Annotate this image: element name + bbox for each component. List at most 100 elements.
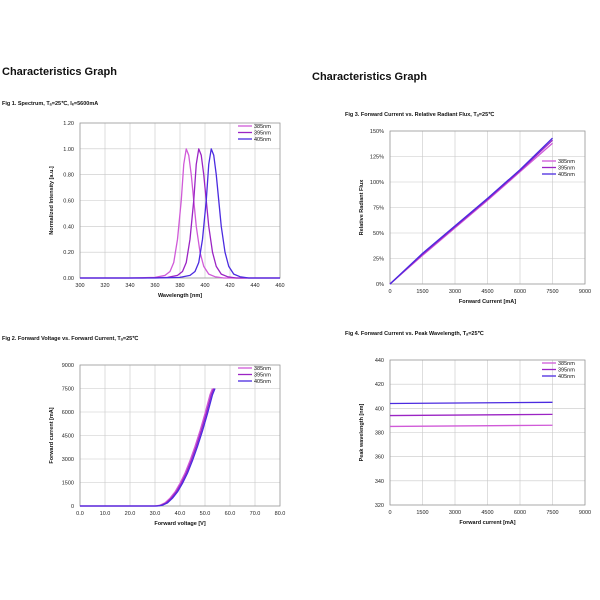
x-tick-label: 4500: [481, 510, 493, 516]
x-tick-label: 0: [388, 289, 391, 295]
y-axis-label: Normalized Intensity [a.u.]: [49, 166, 55, 235]
plot-frame: [389, 359, 586, 506]
y-tick-label: 400: [375, 406, 384, 412]
y-tick-label: 0%: [376, 282, 384, 288]
legend-label: 385nm: [558, 159, 575, 165]
y-axis-label: Peak wavelength [nm]: [359, 403, 365, 461]
legend-label: 395nm: [558, 368, 575, 374]
legend-label: 395nm: [254, 373, 271, 379]
y-tick-label: 9000: [62, 363, 74, 369]
legend-label: 385nm: [254, 366, 271, 372]
series-line-405nm: [80, 388, 216, 507]
x-tick-label: 50.0: [200, 511, 211, 517]
x-axis-label: Forward Current [mA]: [459, 299, 516, 305]
y-tick-label: 100%: [370, 180, 384, 186]
y-tick-label: 440: [375, 358, 384, 364]
x-tick-label: 9000: [579, 289, 591, 295]
legend-label: 385nm: [254, 124, 271, 130]
x-tick-label: 7500: [546, 289, 558, 295]
x-axis-label: Wavelength [nm]: [158, 293, 202, 299]
y-tick-label: 380: [375, 431, 384, 437]
y-tick-label: 3000: [62, 457, 74, 463]
y-tick-label: 25%: [373, 257, 384, 263]
x-tick-label: 9000: [579, 510, 591, 516]
x-tick-label: 1500: [416, 289, 428, 295]
y-tick-label: 1.20: [63, 121, 74, 127]
x-tick-label: 10.0: [100, 511, 111, 517]
x-tick-label: 340: [125, 283, 134, 289]
legend-label: 405nm: [254, 137, 271, 143]
x-tick-label: 80.0: [275, 511, 286, 517]
legend-label: 385nm: [558, 361, 575, 367]
x-tick-label: 400: [200, 283, 209, 289]
chart-title: Fig 1. Spectrum, Tₐ=25℃, Iₑ=5600mA: [2, 100, 98, 107]
page-heading-right: Characteristics Graph: [312, 71, 427, 83]
x-tick-label: 40.0: [175, 511, 186, 517]
x-tick-label: 320: [100, 283, 109, 289]
y-axis-label: Forward current [mA]: [49, 407, 55, 463]
y-tick-label: 150%: [370, 129, 384, 135]
legend-label: 405nm: [254, 379, 271, 385]
y-tick-label: 7500: [62, 387, 74, 393]
plot-frame: [79, 364, 281, 507]
chart-title: Fig 3. Forward Current vs. Relative Radi…: [345, 111, 495, 118]
x-tick-label: 0: [388, 510, 391, 516]
y-axis-label: Relative Radiant Flux: [359, 179, 365, 236]
series-line-405nm: [80, 148, 280, 279]
legend-label: 395nm: [558, 166, 575, 172]
y-tick-label: 75%: [373, 206, 384, 212]
legend-label: 395nm: [254, 131, 271, 137]
series-line-405nm: [389, 401, 553, 405]
chart-title: Fig 2. Forward Voltage vs. Forward Curre…: [2, 335, 139, 342]
x-tick-label: 460: [275, 283, 284, 289]
y-tick-label: 4500: [62, 434, 74, 440]
x-tick-label: 300: [75, 283, 84, 289]
y-tick-label: 340: [375, 479, 384, 485]
x-tick-label: 7500: [546, 510, 558, 516]
y-tick-label: 6000: [62, 410, 74, 416]
y-tick-label: 125%: [370, 155, 384, 161]
series-line-405nm: [389, 137, 553, 285]
y-tick-label: 50%: [373, 231, 384, 237]
x-tick-label: 4500: [481, 289, 493, 295]
series-line-395nm: [80, 148, 280, 279]
page-heading-left: Characteristics Graph: [2, 66, 117, 78]
x-tick-label: 360: [150, 283, 159, 289]
x-tick-label: 70.0: [250, 511, 261, 517]
x-axis-label: Forward voltage [V]: [154, 521, 206, 527]
chart-title: Fig 4. Forward Current vs. Peak Waveleng…: [345, 330, 485, 337]
x-tick-label: 3000: [449, 289, 461, 295]
x-tick-label: 3000: [449, 510, 461, 516]
plot-frame: [389, 130, 586, 285]
y-tick-label: 0.60: [63, 199, 74, 205]
x-tick-label: 6000: [514, 510, 526, 516]
series-line-395nm: [389, 413, 553, 417]
y-tick-label: 0.00: [63, 276, 74, 282]
y-tick-label: 420: [375, 382, 384, 388]
x-tick-label: 6000: [514, 289, 526, 295]
x-tick-label: 30.0: [150, 511, 161, 517]
y-tick-label: 0: [71, 504, 74, 510]
x-tick-label: 1500: [416, 510, 428, 516]
y-tick-label: 0.40: [63, 224, 74, 230]
x-tick-label: 0.0: [76, 511, 84, 517]
series-line-385nm: [80, 148, 280, 279]
y-tick-label: 360: [375, 455, 384, 461]
legend-label: 405nm: [558, 374, 575, 380]
x-axis-label: Forward current [mA]: [459, 520, 515, 526]
x-tick-label: 420: [225, 283, 234, 289]
y-tick-label: 0.80: [63, 173, 74, 179]
y-tick-label: 0.20: [63, 250, 74, 256]
x-tick-label: 380: [175, 283, 184, 289]
y-tick-label: 1.00: [63, 147, 74, 153]
y-tick-label: 320: [375, 503, 384, 509]
x-tick-label: 20.0: [125, 511, 136, 517]
legend-label: 405nm: [558, 172, 575, 178]
series-line-385nm: [389, 424, 553, 428]
x-tick-label: 60.0: [225, 511, 236, 517]
x-tick-label: 440: [250, 283, 259, 289]
